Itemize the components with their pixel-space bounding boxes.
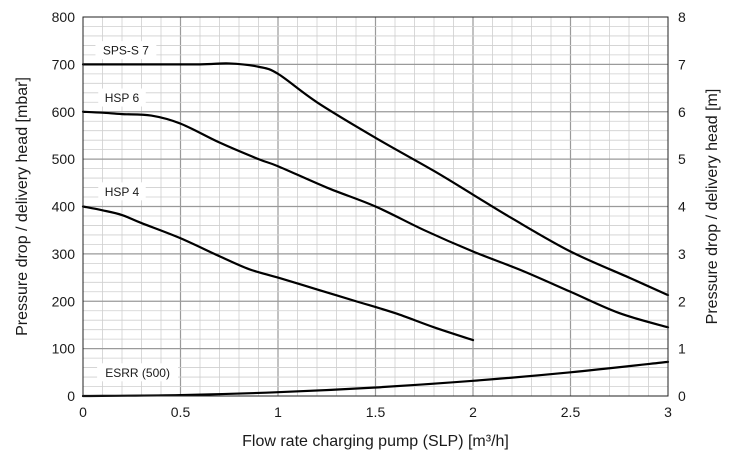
y-tick-label: 700 — [52, 56, 76, 72]
series-label-box-esrr-500 — [97, 363, 179, 382]
y-tick-label-right: 4 — [678, 199, 686, 215]
series-line-esrr-500 — [81, 360, 670, 398]
y-tick-label-right: 5 — [678, 151, 686, 167]
y-tick-label: 500 — [52, 151, 76, 167]
series-line-hsp-6 — [81, 110, 670, 329]
series-label-hsp-6: HSP 6 — [105, 91, 140, 105]
series-label-esrr-500: ESRR (500) — [105, 366, 170, 380]
y-tick-label-right: 3 — [678, 246, 686, 262]
series-label-sps-s-7: SPS-S 7 — [103, 44, 149, 58]
y-tick-label-right: 2 — [678, 293, 686, 309]
series-label-hsp-4: HSP 4 — [105, 185, 140, 199]
series-lines — [81, 62, 670, 398]
y-tick-label-right: 1 — [678, 341, 686, 357]
series-line-hsp-4 — [81, 205, 475, 342]
x-tick-label: 2.5 — [561, 404, 581, 420]
y-tick-label: 300 — [52, 246, 76, 262]
series-labels: SPS-S 7 HSP 6 HSP 4 ESRR (500) — [95, 41, 179, 382]
y-tick-label: 100 — [52, 341, 76, 357]
y-tick-label-right: 7 — [678, 56, 686, 72]
series-label-box-sps-s-7 — [95, 41, 157, 60]
y-tick-label: 800 — [52, 9, 76, 25]
series-line-sps-s-7 — [81, 62, 670, 297]
series-label-box-hsp-6 — [98, 88, 146, 107]
y-tick-label: 0 — [67, 388, 75, 404]
y-axis-title: Pressure drop / delivery head [mbar] — [14, 77, 31, 336]
grid — [83, 17, 668, 396]
x-tick-label: 1 — [274, 404, 282, 420]
x-axis-title: Flow rate charging pump (SLP) [m³/h] — [242, 433, 509, 450]
series-label-box-hsp-4 — [98, 182, 146, 201]
x-tick-label: 2 — [469, 404, 477, 420]
x-tick-label: 3 — [664, 404, 672, 420]
x-tick-label: 0 — [79, 404, 87, 420]
y-tick-label: 600 — [52, 104, 76, 120]
y-tick-label-right: 6 — [678, 104, 686, 120]
y-axis-title-right: Pressure drop / delivery head [m] — [704, 89, 721, 325]
y-tick-label-right: 0 — [678, 388, 686, 404]
plot-frame — [82, 16, 669, 397]
y-tick-label: 200 — [52, 293, 76, 309]
y-tick-label: 400 — [52, 199, 76, 215]
y-tick-label-right: 8 — [678, 9, 686, 25]
x-tick-label: 1.5 — [366, 404, 386, 420]
tick-labels: 0 0.5 1 1.5 2 2.5 3010020030040050060070080001… — [52, 9, 686, 420]
x-tick-label: 0.5 — [171, 404, 191, 420]
